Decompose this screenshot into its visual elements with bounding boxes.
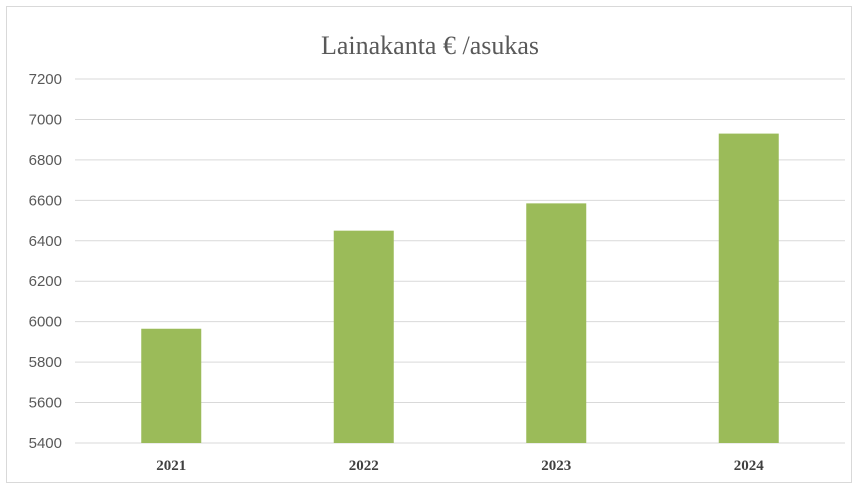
y-tick-label: 6000	[29, 314, 62, 331]
chart-title: Lainakanta € /asukas	[320, 31, 540, 60]
bar-2024	[718, 133, 779, 443]
y-tick-label: 6400	[29, 233, 62, 250]
y-tick-label: 6800	[29, 152, 62, 169]
y-tick-label: 7000	[29, 111, 62, 128]
x-tick-label: 2022	[349, 458, 379, 474]
bar-2022	[333, 230, 394, 443]
bar-2023	[526, 203, 587, 443]
y-tick-label: 7200	[29, 71, 62, 88]
y-tick-label: 6200	[29, 273, 62, 290]
y-tick-label: 5400	[29, 435, 62, 452]
y-tick-label: 5800	[29, 354, 62, 371]
x-tick-label: 2023	[541, 458, 571, 474]
bar-2021	[141, 328, 202, 443]
y-tick-label: 6600	[29, 192, 62, 209]
x-tick-label: 2021	[156, 458, 186, 474]
y-tick-label: 5600	[29, 395, 62, 412]
x-tick-label: 2024	[734, 458, 765, 474]
